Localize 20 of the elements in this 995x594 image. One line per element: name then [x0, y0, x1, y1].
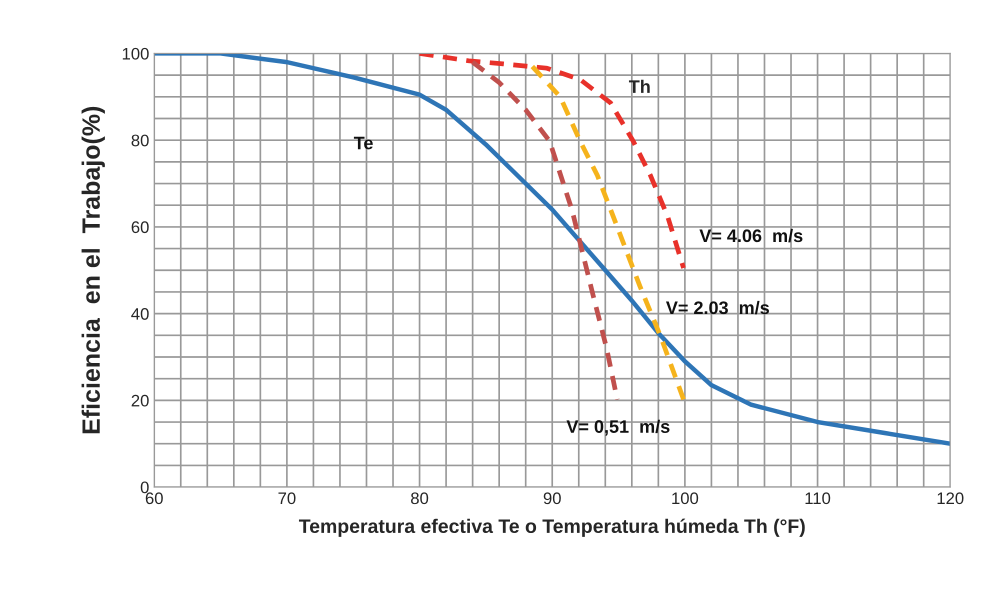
x-axis-title: Temperatura efectiva Te o Temperatura húmeda Th (°F) [298, 518, 805, 537]
y-tick-label: 20 [132, 394, 149, 407]
y-tick-label: 0 [140, 481, 149, 494]
x-tick-label: 60 [146, 492, 163, 504]
y-axis-title: Eficiencia en el Trabajo(%) [82, 106, 105, 434]
y-tick-label: 80 [132, 134, 149, 146]
x-tick-label: 120 [938, 492, 964, 504]
x-tick-label: 100 [672, 492, 698, 504]
annotation: Th [628, 80, 650, 93]
text: Te [354, 136, 373, 150]
y-tick-label: 100 [122, 48, 149, 60]
series-label: V= 4.06 m/s [699, 228, 802, 242]
x-tick-label: 90 [544, 492, 561, 504]
y-tick-label: 40 [131, 308, 149, 320]
series-label: V= 2.03 m/s [666, 300, 769, 314]
y-tick-label: 60 [132, 221, 149, 234]
x-tick-label: 110 [806, 492, 830, 504]
x-tick-label: 80 [411, 492, 428, 504]
series-label: V= 0,51 m/s [566, 420, 670, 436]
x-tick-label: 70 [278, 492, 296, 504]
